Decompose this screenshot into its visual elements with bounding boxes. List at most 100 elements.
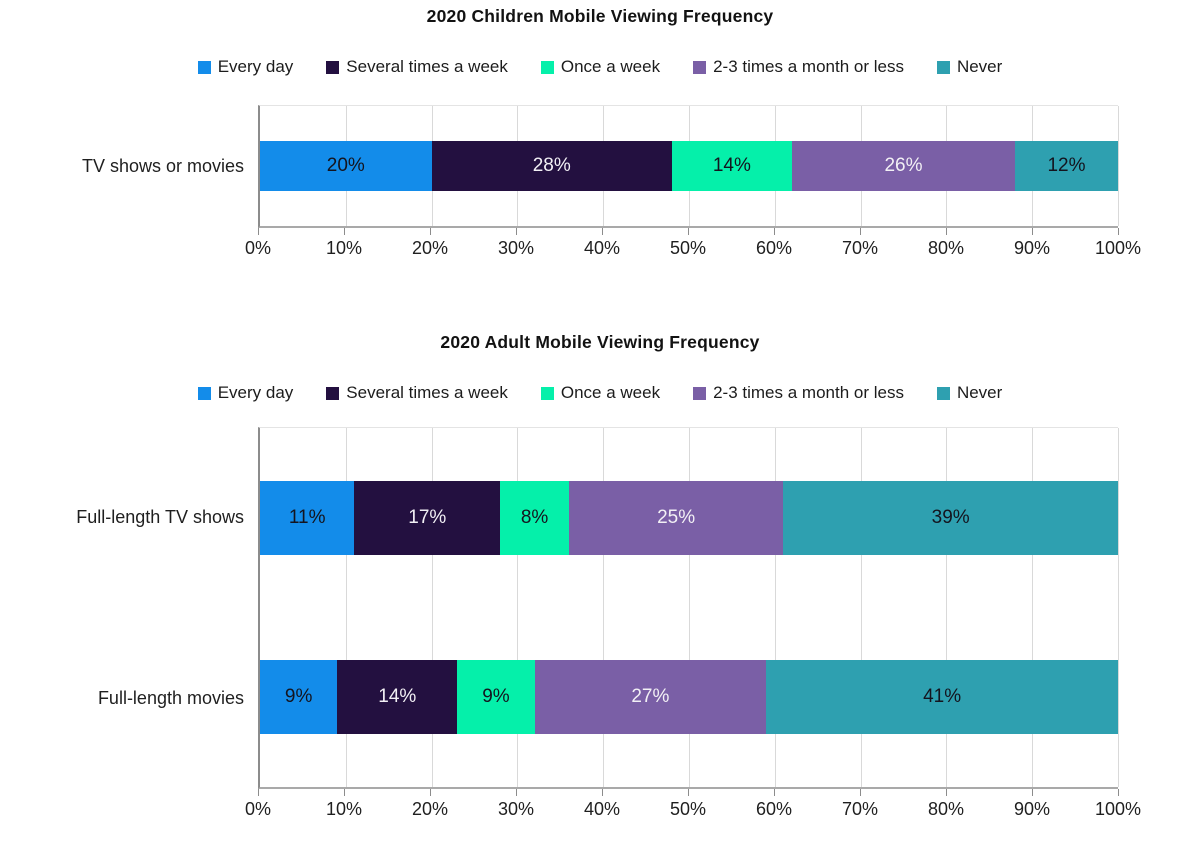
bar-segment: 9%	[457, 660, 535, 735]
axis-tick-label: 100%	[1094, 238, 1142, 258]
gridline	[689, 428, 690, 787]
legend-label: 2-3 times a month or less	[713, 383, 904, 402]
axis-tick	[1032, 789, 1033, 796]
axis-tick-label: 30%	[497, 238, 535, 258]
axis-tick-label: 100%	[1094, 799, 1142, 819]
legend-item: Once a week	[540, 57, 660, 77]
axis-tick-label: 50%	[669, 799, 707, 819]
legend-label: Several times a week	[346, 383, 508, 402]
axis-tick	[946, 789, 947, 796]
gridline	[1032, 428, 1034, 787]
axis-tick-label: 40%	[583, 238, 621, 258]
axis-tick	[774, 228, 775, 235]
axis-tick-label: 10%	[325, 238, 363, 258]
legend-item: 2-3 times a month or less	[693, 57, 904, 77]
bar-segment: 11%	[260, 480, 355, 555]
bar-segment: 28%	[431, 141, 672, 191]
legend-label: Once a week	[560, 383, 661, 402]
bar-segment: 8%	[500, 480, 569, 555]
gridline	[431, 428, 433, 787]
axis-tick-label: 0%	[244, 238, 272, 258]
adult-x-axis: 0% 10% 20% 30% 40% 50% 60% 70% 80% 90% 100%	[245, 789, 1141, 825]
legend-item: Every day	[197, 57, 294, 77]
axis-tick	[344, 789, 345, 796]
axis-tick-label: 80%	[927, 238, 965, 258]
legend-item: Several times a week	[326, 57, 508, 77]
legend-swatch-icon	[540, 60, 554, 74]
children-chart-title: 2020 Children Mobile Viewing Frequency	[426, 6, 774, 26]
axis-tick-label: 80%	[927, 799, 965, 819]
legend-swatch-icon	[540, 386, 554, 400]
bar-row: 9% 14% 9% 27% 41%	[260, 608, 1118, 788]
axis-tick	[344, 228, 345, 235]
adult-viewing-chart: 2020 Adult Mobile Viewing Frequency Ever…	[0, 332, 1200, 825]
children-x-axis: 0% 10% 20% 30% 40% 50% 60% 70% 80% 90% 100%	[245, 228, 1141, 264]
children-plot-area: 20% 28% 14% 26% 12%	[258, 105, 1119, 228]
axis-tick	[1118, 789, 1119, 796]
axis-tick	[516, 228, 517, 235]
bar-row: 20% 28% 14% 26% 12%	[260, 106, 1118, 226]
bar-segment: 12%	[1015, 141, 1118, 191]
bar-segment: 25%	[568, 480, 784, 555]
axis-tick	[430, 789, 431, 796]
axis-tick-label: 0%	[244, 799, 272, 819]
axis-tick	[688, 789, 689, 796]
legend-label: Every day	[217, 57, 294, 76]
gridline	[860, 428, 862, 787]
legend-item: 2-3 times a month or less	[693, 383, 904, 403]
axis-tick-label: 40%	[583, 799, 621, 819]
adult-plot-wrap: Full-length TV shows Full-length movies 1…	[0, 427, 1200, 789]
axis-tick-label: 30%	[497, 799, 535, 819]
category-label: TV shows or movies	[81, 156, 244, 176]
legend-swatch-icon	[693, 60, 707, 74]
children-chart-legend: Every day Several times a week Once a week…	[0, 57, 1200, 77]
axis-tick-label: 50%	[669, 238, 707, 258]
legend-swatch-icon	[693, 386, 707, 400]
bar-segment: 14%	[337, 660, 458, 735]
axis-tick-label: 70%	[841, 799, 879, 819]
axis-tick	[602, 789, 603, 796]
stacked-bar: 9% 14% 9% 27% 41%	[260, 660, 1118, 735]
axis-tick-label: 20%	[411, 799, 449, 819]
gridline	[1118, 428, 1119, 787]
bar-segment: 26%	[791, 141, 1016, 191]
gridline	[517, 428, 519, 787]
bar-segment: 41%	[766, 660, 1118, 735]
axis-tick-label: 20%	[411, 238, 449, 258]
children-viewing-chart: 2020 Children Mobile Viewing Frequency E…	[0, 6, 1200, 264]
legend-item: Several times a week	[326, 383, 508, 403]
axis-tick	[860, 789, 861, 796]
bar-segment: 17%	[354, 480, 501, 555]
axis-tick	[688, 228, 689, 235]
axis-tick	[602, 228, 603, 235]
gridline	[345, 428, 347, 787]
axis-tick	[516, 789, 517, 796]
category-label: Full-length TV shows	[76, 507, 244, 527]
legend-item: Never	[936, 57, 1003, 77]
bar-segment: 27%	[534, 660, 767, 735]
stacked-bar: 11% 17% 8% 25% 39%	[260, 480, 1118, 555]
legend-item: Never	[936, 383, 1002, 403]
axis-tick	[860, 228, 861, 235]
legend-label: Never	[956, 57, 1003, 76]
adult-chart-title: 2020 Adult Mobile Viewing Frequency	[440, 332, 760, 352]
legend-swatch-icon	[936, 386, 950, 400]
adult-chart-legend: Every day Several times a week Once a week…	[0, 383, 1200, 403]
axis-tick-label: 60%	[755, 799, 793, 819]
gridline	[1118, 106, 1119, 226]
stacked-bar: 20% 28% 14% 26% 12%	[260, 141, 1118, 191]
legend-label: Every day	[217, 383, 294, 402]
axis-tick	[430, 228, 431, 235]
axis-tick	[1118, 228, 1119, 235]
gridline	[603, 428, 605, 787]
gridline	[946, 428, 948, 787]
category-label: Full-length movies	[97, 688, 244, 708]
axis-tick-label: 10%	[325, 799, 363, 819]
adult-plot-area: 11% 17% 8% 25% 39% 9% 14% 9% 27% 41%	[258, 427, 1119, 789]
legend-swatch-icon	[197, 60, 211, 74]
legend-swatch-icon	[197, 386, 211, 400]
adult-category-labels: Full-length TV shows Full-length movies	[0, 427, 258, 789]
children-category-labels: TV shows or movies	[0, 105, 258, 228]
bar-segment: 9%	[260, 660, 338, 735]
